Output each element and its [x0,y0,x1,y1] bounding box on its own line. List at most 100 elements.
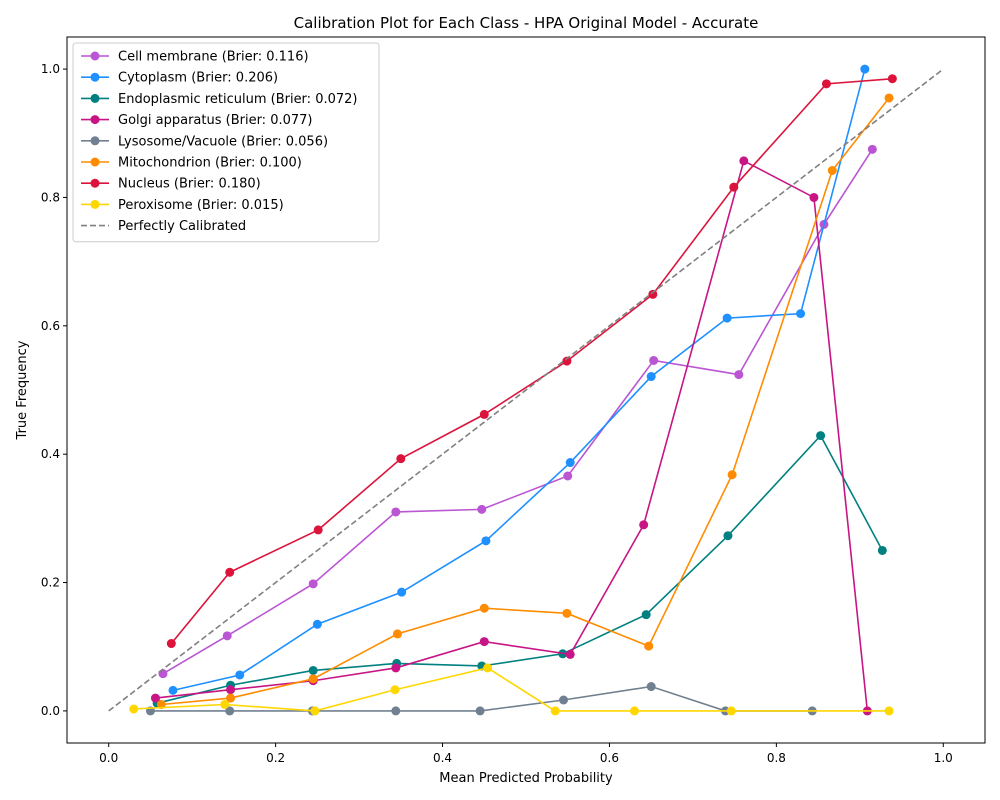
data-point [391,663,401,673]
data-point [827,165,837,175]
data-point [158,669,168,679]
series-line-1 [172,68,866,692]
legend-entry-label: Nucleus (Brier: 0.180) [118,177,261,192]
data-point [166,639,176,649]
data-point [479,409,489,419]
legend-entry-label: Lysosome/Vacuole (Brier: 0.056) [118,134,328,149]
y-tick-label: 1.0 [41,62,60,76]
data-point [884,93,894,103]
data-point [310,706,320,716]
series-line-5 [161,97,890,706]
data-point [867,144,877,154]
legend-entry-label: Golgi apparatus (Brier: 0.077) [118,113,313,128]
data-point [562,356,572,366]
data-point [475,706,485,716]
data-point [722,313,732,323]
data-point [477,504,487,514]
data-point [727,470,737,480]
series-line-3 [155,159,869,711]
data-point [129,704,139,714]
data-point [225,567,235,577]
x-tick-label: 0.6 [600,751,619,765]
data-point [639,520,649,530]
data-point [308,665,318,675]
data-point [392,629,402,639]
legend-marker [90,178,100,188]
legend-entry-label: Mitochondrion (Brier: 0.100) [118,156,302,171]
data-point [226,693,236,703]
plot-area [108,64,944,716]
x-tick-label: 0.4 [433,751,452,765]
legend-marker [90,115,100,125]
axes-frame [66,36,986,744]
data-point [860,64,870,74]
legend-marker [90,157,100,167]
data-point [559,695,569,705]
data-point [479,637,489,647]
legend-marker [90,93,100,103]
data-point [312,619,322,629]
x-tick-label: 1.0 [934,751,953,765]
data-point [641,610,651,620]
legend-entry-label: Endoplasmic reticulum (Brier: 0.072) [118,92,357,107]
x-tick-label: 0.2 [266,751,285,765]
data-point [648,289,658,299]
data-point [809,192,819,202]
series-line-2 [156,434,884,704]
data-point [391,706,401,716]
legend: Cell membrane (Brier: 0.116) Cytoplasm (B… [72,42,380,243]
y-axis-label: True Frequency [15,340,30,440]
data-point [391,507,401,517]
y-tick-label: 0.4 [41,447,60,461]
legend-marker [90,72,100,82]
y-tick-label: 0.8 [41,190,60,204]
axis-ticks: 0.0 0.2 0.4 0.6 0.8 1.0 0.0 0.2 0.4 0.6 0.8 1.0 [41,62,953,765]
data-point [483,663,493,673]
legend-entry-label: Cytoplasm (Brier: 0.206) [118,71,278,86]
data-point [396,454,406,464]
data-point [646,372,656,382]
data-point [397,587,407,597]
x-tick-label: 0.0 [99,751,118,765]
x-tick-label: 0.8 [767,751,786,765]
data-point [563,471,573,481]
legend-box [72,42,380,243]
data-point [226,685,236,695]
data-point [734,370,744,380]
data-point [308,579,318,589]
legend-entry-label: Cell membrane (Brier: 0.116) [118,50,309,65]
y-tick-label: 0.0 [41,704,60,718]
data-point [481,536,491,546]
data-point [222,631,232,641]
data-point [313,525,323,535]
data-point [796,309,806,319]
legend-entry-label: Peroxisome (Brier: 0.015) [118,198,284,213]
data-point [649,355,659,365]
data-point [479,603,489,613]
data-point [723,531,733,541]
data-point [235,670,245,680]
data-point [565,458,575,468]
legend-marker [90,136,100,146]
data-point [565,649,575,659]
data-point [729,182,739,192]
data-point [739,156,749,166]
perfect-calibration-line [108,68,944,712]
legend-marker [90,51,100,61]
data-point [877,545,887,555]
data-point [390,685,400,695]
data-point [168,685,178,695]
y-tick-label: 0.6 [41,319,60,333]
y-tick-label: 0.2 [41,576,60,590]
chart-title: Calibration Plot for Each Class - HPA Or… [294,14,759,32]
data-point [550,706,560,716]
data-point [816,431,826,441]
data-point [308,674,318,684]
data-point [887,74,897,84]
data-point [150,693,160,703]
x-axis-label: Mean Predicted Probability [439,771,613,786]
data-point [562,608,572,618]
data-point [821,79,831,89]
legend-marker [90,199,100,209]
